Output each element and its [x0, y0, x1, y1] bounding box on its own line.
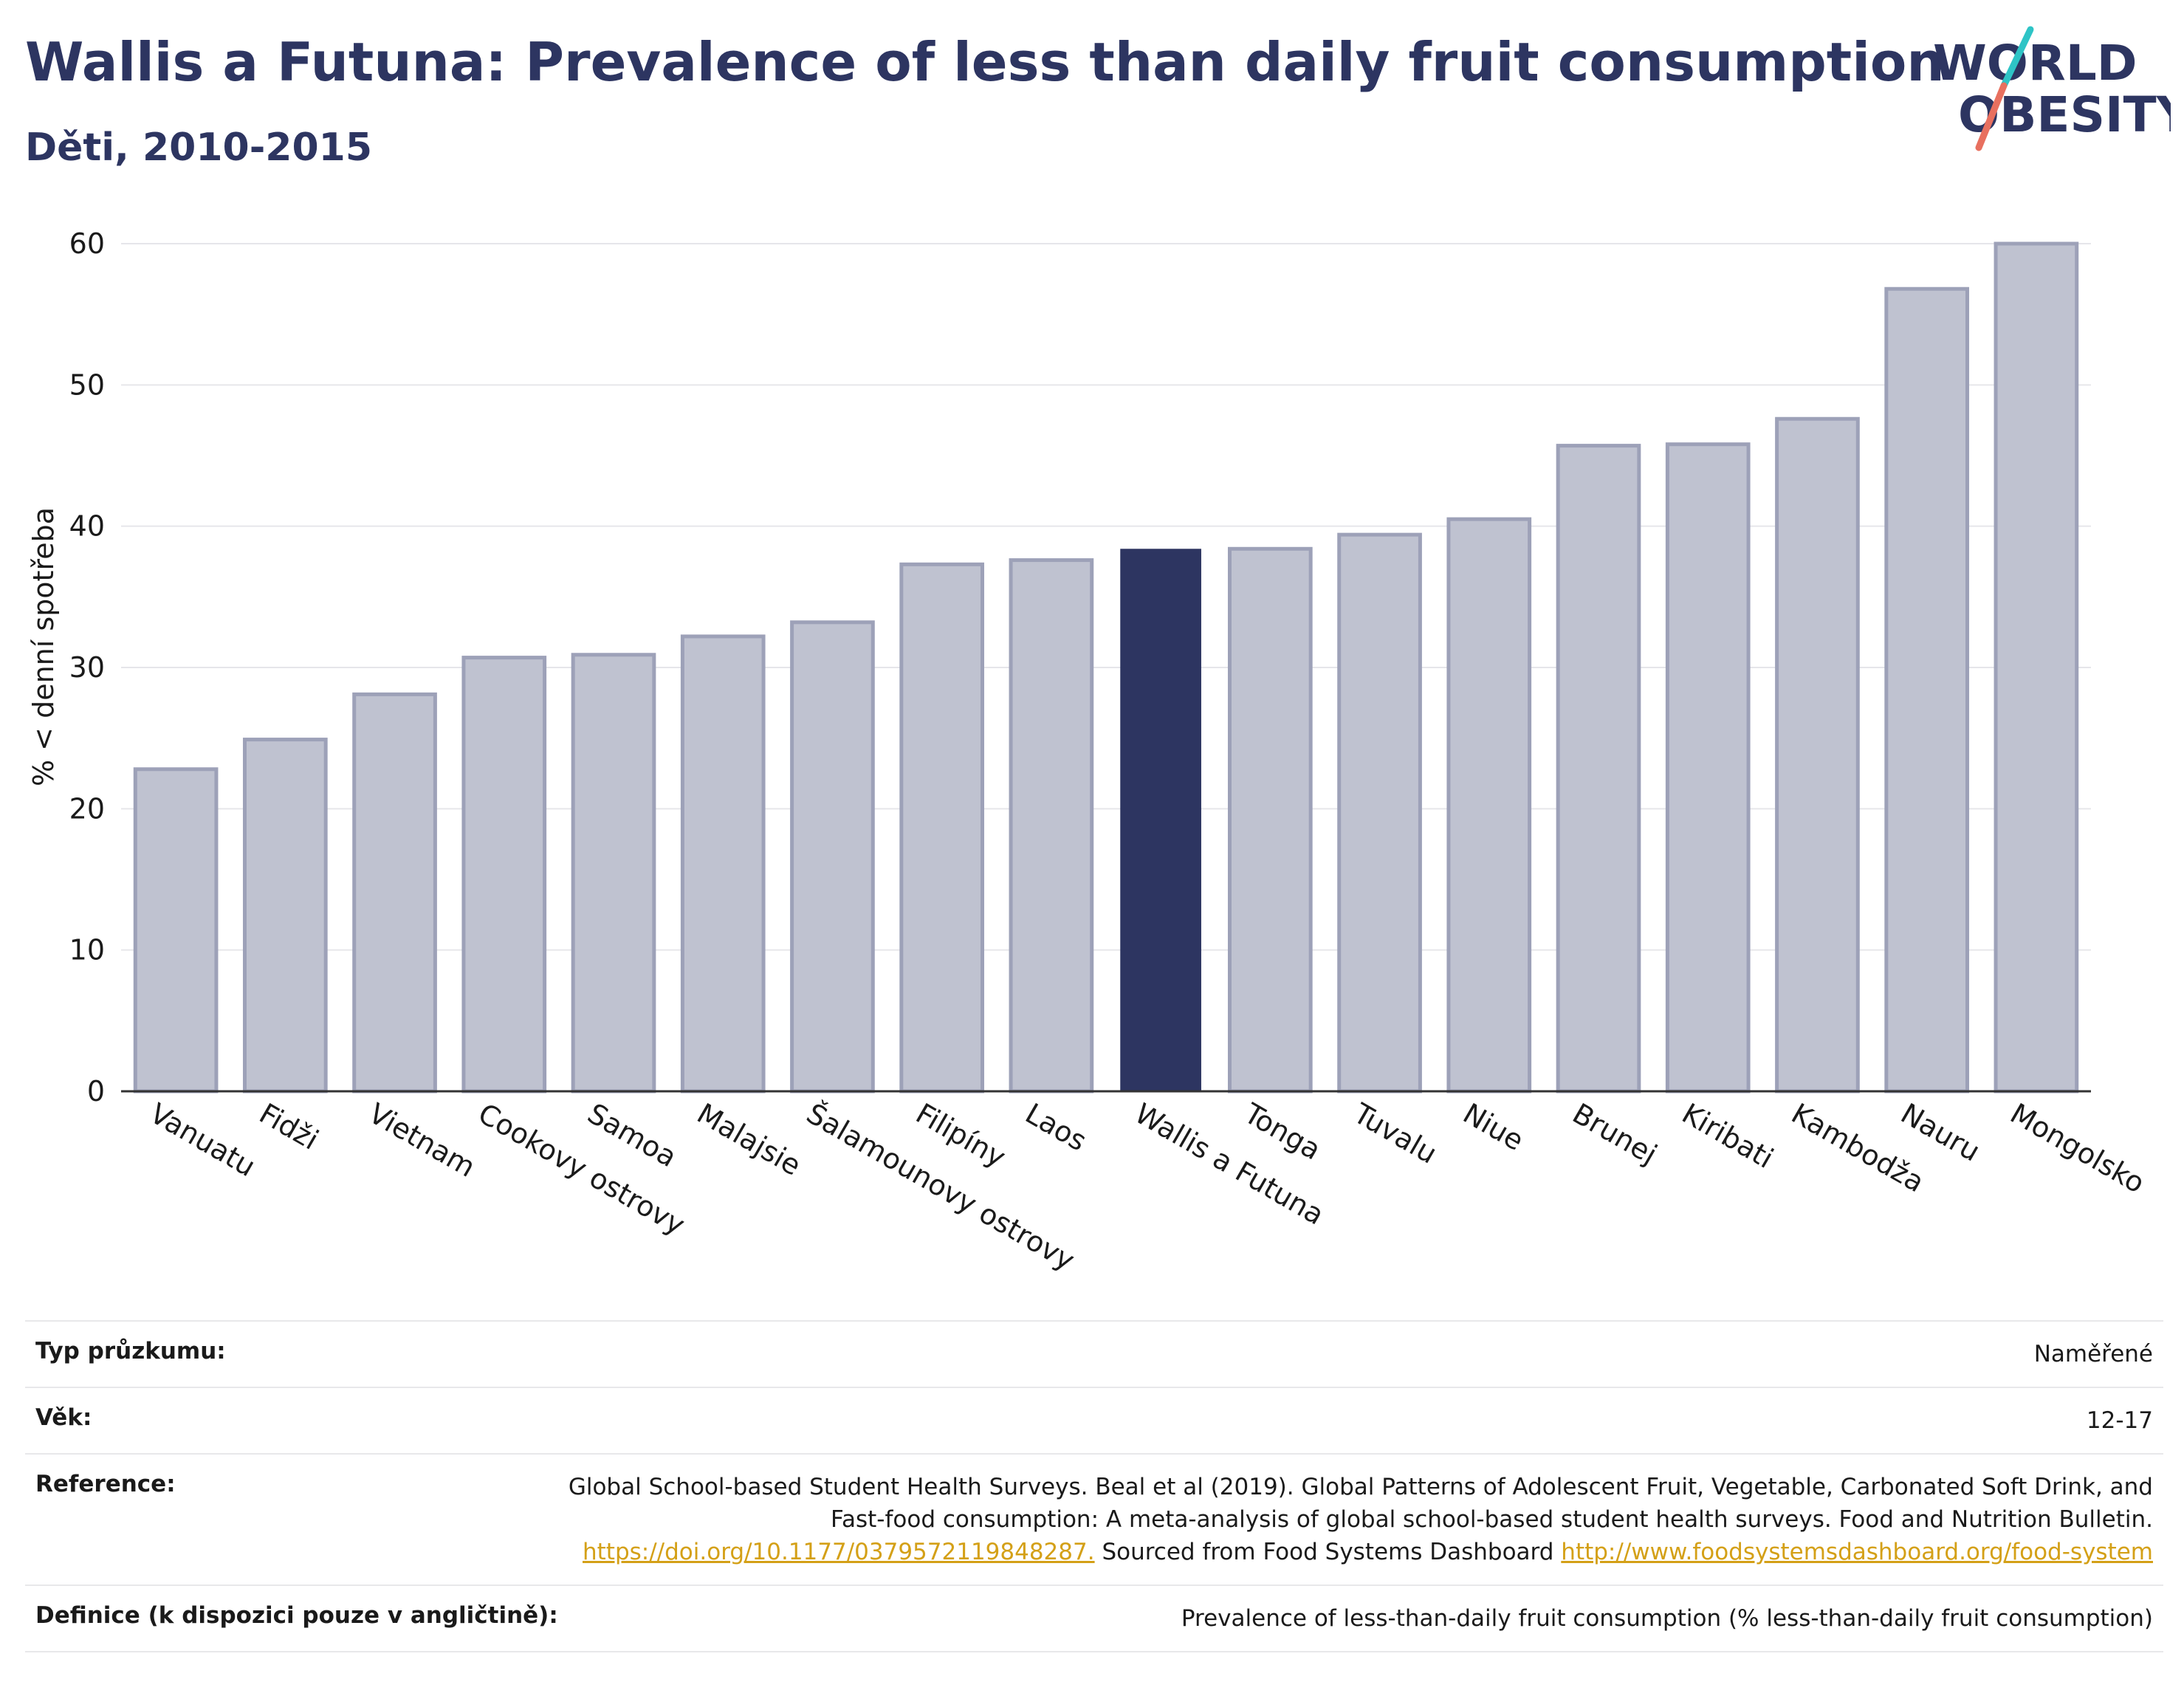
metadata-table: Typ průzkumu: Naměřené Věk: 12-17 Refere… [25, 1320, 2163, 1652]
survey-type-label: Typ průzkumu: [35, 1338, 226, 1364]
x-tick-label: Mongolsko [2005, 1097, 2150, 1200]
bar-samoa [571, 653, 656, 1094]
bar-filipíny [899, 562, 985, 1094]
bar-laos [1009, 558, 1094, 1094]
bar-malajsie [680, 634, 766, 1094]
x-tick-label: Tonga [1238, 1096, 1326, 1166]
age-label: Věk: [35, 1404, 92, 1431]
meta-row-age: Věk: 12-17 [25, 1387, 2163, 1453]
x-tick-label: Vietnam [363, 1097, 481, 1184]
y-tick-label: 40 [69, 510, 105, 543]
reference-source-text: Sourced from Food Systems Dashboard [1102, 1539, 1554, 1565]
y-tick-label: 20 [69, 792, 105, 825]
y-tick-labels: 0 10 20 30 40 50 60 [69, 227, 105, 1108]
world-obesity-logo: WORLD OBESITY [1933, 26, 2171, 151]
survey-type-value: Naměřené [2033, 1341, 2153, 1367]
y-axis-label: % < denní spotřeba [27, 507, 60, 786]
bar-vanuatu [133, 767, 219, 1094]
bar-mongolsko [1994, 241, 2079, 1094]
logo-slash-teal [2000, 26, 2034, 89]
bar-brunej [1556, 444, 1641, 1094]
meta-row-reference: Reference: Global School-based Student H… [25, 1453, 2163, 1585]
reference-doi-link[interactable]: https://doi.org/10.1177/0379572119848287… [583, 1539, 1095, 1565]
y-tick-label: 50 [69, 368, 105, 401]
x-tick-label: Fidži [254, 1097, 324, 1156]
page-title: Wallis a Futuna: Prevalence of less than… [25, 31, 1945, 93]
x-tick-label: Cookovy ostrovy [473, 1097, 690, 1242]
reference-label: Reference: [35, 1471, 176, 1497]
y-tick-label: 60 [69, 227, 105, 260]
x-tick-label: Laos [1020, 1097, 1092, 1158]
x-tick-label: Vanuatu [145, 1097, 261, 1183]
reference-dashboard-link[interactable]: http://www.foodsystemsdashboard.org/food… [1561, 1539, 2153, 1565]
bar-cookovy-ostrovy [461, 656, 547, 1094]
x-tick-label: Tuvalu [1347, 1096, 1442, 1170]
age-value: 12-17 [2086, 1407, 2153, 1434]
y-tick-label: 10 [69, 934, 105, 967]
bar-fidži [242, 738, 328, 1094]
page-subtitle: Děti, 2010-2015 [25, 126, 373, 170]
definition-value: Prevalence of less-than-daily fruit cons… [1181, 1605, 2153, 1632]
bar-tuvalu [1337, 532, 1422, 1094]
x-tick-label: Wallis a Futuna [1130, 1097, 1330, 1232]
reference-text: Global School-based Student Health Surve… [568, 1474, 2153, 1533]
logo-line1: WORLD [1933, 35, 2137, 92]
y-tick-label: 30 [69, 651, 105, 684]
definition-label: Definice (k dispozici pouze v angličtině… [35, 1602, 558, 1629]
bars [133, 241, 2079, 1094]
meta-row-survey-type: Typ průzkumu: Naměřené [25, 1320, 2163, 1387]
bar-niue [1446, 517, 1532, 1094]
x-tick-label: Malajsie [692, 1097, 807, 1182]
bar-kambodža [1775, 416, 1860, 1094]
bar-vietnam [352, 692, 437, 1094]
x-tick-label: Nauru [1895, 1097, 1985, 1168]
y-tick-label: 0 [87, 1075, 105, 1108]
reference-value: Global School-based Student Health Surve… [543, 1471, 2153, 1568]
x-tick-label: Niue [1457, 1097, 1529, 1157]
bar-tonga [1227, 546, 1313, 1094]
bar-wallis-a-futuna [1120, 549, 1201, 1091]
bar-nauru [1884, 286, 1970, 1094]
grid-lines [121, 243, 2091, 951]
x-tick-label: Brunej [1567, 1097, 1663, 1171]
bar-kiribati [1665, 442, 1751, 1094]
meta-row-definition: Definice (k dispozici pouze v angličtině… [25, 1585, 2163, 1652]
x-tick-label: Kiribati [1677, 1097, 1779, 1175]
logo-slash-coral [1975, 82, 2008, 151]
bar-šalamounovy-ostrovy [790, 620, 875, 1094]
